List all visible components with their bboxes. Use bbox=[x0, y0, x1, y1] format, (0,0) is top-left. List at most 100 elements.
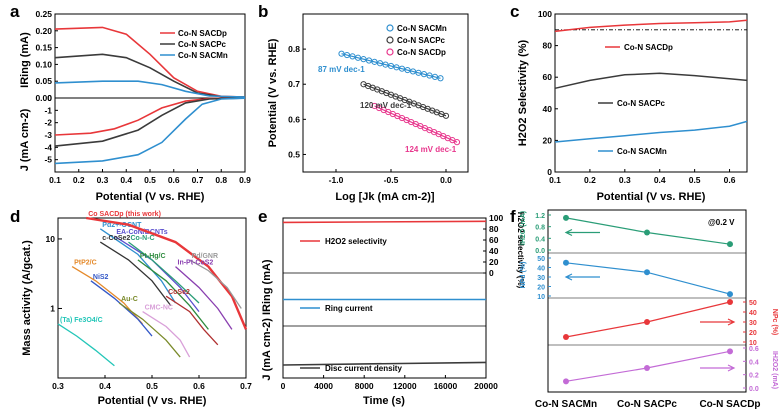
a-disk-ytick-label: -1 bbox=[44, 105, 52, 115]
f-ytick-label-0: 0.8 bbox=[535, 225, 545, 232]
d-series-4 bbox=[137, 259, 209, 330]
legend-e-ring: Ring current bbox=[325, 304, 373, 313]
e-right-ytick-label: 0 bbox=[489, 268, 494, 278]
a-ring-ytick-label: 0.20 bbox=[35, 26, 52, 36]
tafel-dp: 124 mV dec-1 bbox=[405, 145, 457, 154]
f-ytick-label-1: 10 bbox=[537, 294, 545, 301]
f-point-2-2 bbox=[727, 299, 733, 305]
f-ytick-label-3: 0.2 bbox=[749, 373, 759, 380]
f-arrow-1 bbox=[564, 273, 600, 281]
f-point-3-0 bbox=[563, 378, 569, 385]
f-cat-mn: Co-N SACMn bbox=[535, 399, 597, 410]
a-ring-ytick-label: 0.15 bbox=[35, 43, 52, 53]
e-xtick-label: 12000 bbox=[393, 381, 417, 391]
panel-c-xlabel: Potential (V vs. RHE) bbox=[597, 191, 706, 203]
d-series-label-8: PtP2/C bbox=[74, 260, 97, 267]
legend-e-sel: H2O2 selectivity bbox=[325, 237, 387, 246]
c-xtick-label: 0.1 bbox=[549, 175, 561, 185]
d-series-6 bbox=[189, 259, 242, 309]
panel-f-frame bbox=[547, 209, 747, 393]
panel-b-ylabel: Potential (V vs. RHE) bbox=[267, 38, 279, 147]
b-fit-line-1 bbox=[363, 83, 447, 117]
a-ring-series-1 bbox=[54, 53, 246, 98]
a-xtick-label: 0.1 bbox=[49, 175, 61, 185]
f-series-line-1 bbox=[565, 262, 731, 295]
f-ytick-label-1: 40 bbox=[537, 266, 545, 273]
d-ytick-label: 1 bbox=[50, 303, 55, 313]
e-right-ytick-label: 40 bbox=[489, 246, 499, 256]
c-ytick-label: 0 bbox=[547, 167, 552, 177]
f-point-0-2 bbox=[727, 241, 733, 248]
a-disk-ytick-label: -2 bbox=[44, 118, 52, 128]
c-xtick-label: 0.6 bbox=[724, 175, 736, 185]
b-xtick-label: -0.5 bbox=[384, 175, 399, 185]
e-right-ytick-label: 100 bbox=[489, 213, 503, 223]
a-xtick-label: 0.2 bbox=[73, 175, 85, 185]
c-ytick-label: 80 bbox=[543, 41, 553, 51]
d-series-7 bbox=[175, 266, 233, 330]
panel-f-annotation: @0.2 V bbox=[708, 218, 735, 227]
a-ring-series-2 bbox=[54, 80, 246, 98]
f-ytick-label-0: 1.2 bbox=[535, 213, 545, 220]
a-disk-ytick-label: -3 bbox=[44, 130, 52, 140]
legend-a-mn: Co-N SACMn bbox=[178, 51, 228, 60]
d-series-10 bbox=[118, 302, 181, 358]
panel-a: a 0.1 0.2 0.3 0.4 0.5 0.6 0.7 0.8 0.9 0.00 0.05 0.1… bbox=[10, 2, 251, 203]
panel-b: b -1.0 -0.5 0.0 0.5 0.6 0.7 0.8 Co-N SACMn Co-… bbox=[258, 2, 469, 203]
legend-b-mn: Co-N SACMn bbox=[397, 24, 447, 33]
f-point-1-2 bbox=[727, 291, 733, 298]
c-xtick-label: 0.2 bbox=[584, 175, 596, 185]
panel-d-label: d bbox=[10, 207, 20, 226]
panel-b-xlabel: Log [Jk (mA cm-2)] bbox=[335, 191, 435, 203]
e-right-ytick-label: 80 bbox=[489, 224, 499, 234]
c-xtick-label: 0.4 bbox=[654, 175, 666, 185]
a-xtick-label: 0.9 bbox=[239, 175, 251, 185]
c-ytick-label: 60 bbox=[543, 72, 553, 82]
c-ytick-label: 20 bbox=[543, 135, 553, 145]
d-series-12 bbox=[142, 311, 191, 358]
e-xtick-label: 0 bbox=[281, 381, 286, 391]
d-xtick-label: 0.6 bbox=[193, 381, 205, 391]
f-point-0-0 bbox=[563, 214, 569, 221]
a-disk-ytick-label: 0 bbox=[47, 93, 52, 103]
panel-d-xlabel: Potential (V vs. RHE) bbox=[98, 395, 207, 407]
b-point-0 bbox=[343, 51, 351, 59]
c-xtick-label: 0.3 bbox=[619, 175, 631, 185]
panel-a-disk-ylabel: J (mA cm-2) bbox=[19, 108, 31, 171]
b-point-1 bbox=[442, 112, 450, 119]
d-series-5 bbox=[86, 216, 248, 330]
b-ytick-label: 0.5 bbox=[288, 149, 300, 159]
panel-f-label: f bbox=[510, 207, 516, 226]
c-ytick-label: 40 bbox=[543, 104, 553, 114]
b-ytick-label: 0.8 bbox=[288, 44, 300, 54]
f-ytick-label-3: 0.4 bbox=[749, 359, 759, 366]
b-fit-line-0 bbox=[341, 53, 441, 79]
d-series-label-7: In-Pt-CoS2 bbox=[178, 260, 214, 267]
d-series-label-4: Pt-Hg/C bbox=[140, 253, 166, 260]
d-series-13 bbox=[57, 323, 115, 367]
f-ytick-label-2: 10 bbox=[749, 340, 757, 347]
f-ytick-label-2: 40 bbox=[749, 310, 757, 317]
f-ytick-label-2: 20 bbox=[749, 330, 757, 337]
a-ring-ytick-label: 0.05 bbox=[35, 76, 52, 86]
d-series-3 bbox=[128, 241, 200, 304]
panel-c-frame bbox=[554, 13, 748, 173]
f-ylabel-ih2o: IH2O (mA) bbox=[520, 211, 527, 245]
legend-c-dp: Co-N SACDp bbox=[624, 43, 673, 52]
f-ytick-label-1: 20 bbox=[537, 285, 545, 292]
f-point-3-1 bbox=[644, 365, 650, 371]
f-ylabel-npc: NPc (%) bbox=[771, 309, 778, 335]
d-series-label-2: c-CoSe2 bbox=[102, 235, 130, 242]
d-xtick-label: 0.5 bbox=[146, 381, 158, 391]
e-right-ytick-label: 60 bbox=[489, 235, 499, 245]
f-ytick-label-3: 0.0 bbox=[749, 386, 759, 393]
panel-e-ylabel: J (mA cm-2) IRing (mA) bbox=[261, 259, 273, 381]
panel-e-right-ylabel: H2O2 selectivity (%) bbox=[516, 212, 525, 289]
panel-f: f 1.20.80.40.0504030201050403020100.60.4… bbox=[510, 207, 778, 410]
a-disk-ytick-label: -5 bbox=[44, 155, 52, 165]
d-series-0 bbox=[99, 228, 177, 304]
a-ring-ytick-label: 0.10 bbox=[35, 59, 52, 69]
d-series-label-5: Co SACDp (this work) bbox=[88, 211, 161, 218]
f-arrow-2 bbox=[700, 318, 736, 326]
